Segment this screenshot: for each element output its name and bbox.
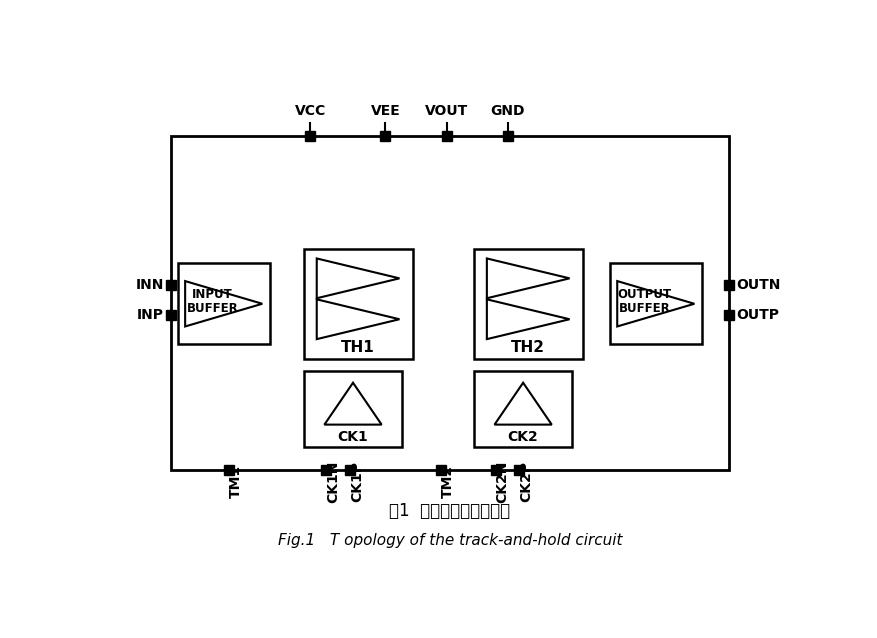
Text: GND: GND <box>490 105 524 118</box>
Polygon shape <box>487 299 569 339</box>
Text: 图1  跟踪保持电路拓扑图: 图1 跟踪保持电路拓扑图 <box>389 502 510 521</box>
Text: Fig.1   T opology of the track-and-hold circuit: Fig.1 T opology of the track-and-hold ci… <box>277 533 622 548</box>
Text: INPUT: INPUT <box>192 288 232 300</box>
Polygon shape <box>487 258 569 298</box>
Polygon shape <box>317 258 399 298</box>
Text: TM1: TM1 <box>229 465 243 498</box>
Polygon shape <box>185 281 262 327</box>
Text: TH2: TH2 <box>510 341 545 355</box>
Bar <box>474 248 582 359</box>
Text: OUTP: OUTP <box>735 308 778 322</box>
Bar <box>303 248 412 359</box>
Polygon shape <box>324 383 381 425</box>
Text: CK1P: CK1P <box>350 461 364 502</box>
Text: CK1N: CK1N <box>325 461 339 503</box>
Bar <box>171 135 728 470</box>
Bar <box>303 371 402 447</box>
Polygon shape <box>494 383 551 425</box>
Text: VOUT: VOUT <box>424 105 467 118</box>
Text: CK2P: CK2P <box>519 461 532 502</box>
Polygon shape <box>617 281 694 327</box>
Text: BUFFER: BUFFER <box>187 302 239 315</box>
Text: INP: INP <box>137 308 164 322</box>
Text: BUFFER: BUFFER <box>618 302 670 315</box>
Bar <box>474 371 572 447</box>
Text: OUTPUT: OUTPUT <box>617 288 671 300</box>
Text: TM2: TM2 <box>440 465 454 498</box>
Text: VEE: VEE <box>370 105 400 118</box>
Bar <box>610 263 701 345</box>
Text: VCC: VCC <box>295 105 325 118</box>
Text: CK1: CK1 <box>338 430 368 444</box>
Text: CK2: CK2 <box>507 430 538 444</box>
Text: TH1: TH1 <box>341 341 374 355</box>
Text: INN: INN <box>136 278 164 292</box>
Bar <box>177 263 269 345</box>
Text: OUTN: OUTN <box>735 278 780 292</box>
Polygon shape <box>317 299 399 339</box>
Text: CK2N: CK2N <box>495 461 509 503</box>
